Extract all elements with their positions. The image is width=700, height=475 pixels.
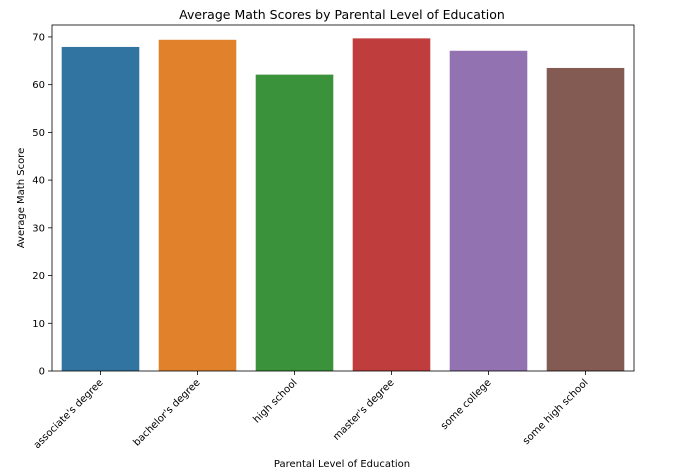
bar-5: [546, 67, 625, 371]
bar-3: [352, 38, 431, 371]
bar-4: [449, 50, 528, 372]
y-tick-label-5: 50: [32, 128, 45, 139]
y-axis-label: Average Math Score: [16, 148, 27, 248]
bar-1: [158, 39, 237, 371]
y-tick-label-1: 10: [32, 319, 45, 330]
y-tick-label-6: 60: [32, 80, 45, 91]
x-tick-label-3: master's degree: [331, 377, 396, 442]
plot-area: 0 10 20 30 40 50 60 70 associate's degree bachelo…: [32, 24, 635, 451]
y-tick-label-4: 40: [32, 176, 45, 187]
y-tick-label-7: 70: [32, 32, 45, 43]
chart-title: Average Math Scores by Parental Level of…: [179, 7, 505, 22]
x-tick-label-0: associate's degree: [32, 377, 106, 451]
y-tick-label-3: 30: [32, 223, 45, 234]
y-tick-label-0: 0: [39, 367, 45, 378]
bar-0: [61, 46, 140, 372]
y-tick-label-2: 20: [32, 271, 45, 282]
x-tick-label-1: bachelor's degree: [131, 377, 202, 448]
x-tick-label-4: some college: [439, 377, 494, 432]
x-tick-label-2: high school: [252, 377, 300, 425]
x-tick-label-5: some high school: [521, 377, 591, 447]
bar-2: [255, 74, 334, 371]
x-axis-label: Parental Level of Education: [274, 459, 410, 470]
axes-frame: [51, 24, 635, 372]
